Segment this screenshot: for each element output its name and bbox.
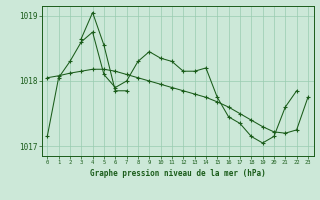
X-axis label: Graphe pression niveau de la mer (hPa): Graphe pression niveau de la mer (hPa) [90, 169, 266, 178]
